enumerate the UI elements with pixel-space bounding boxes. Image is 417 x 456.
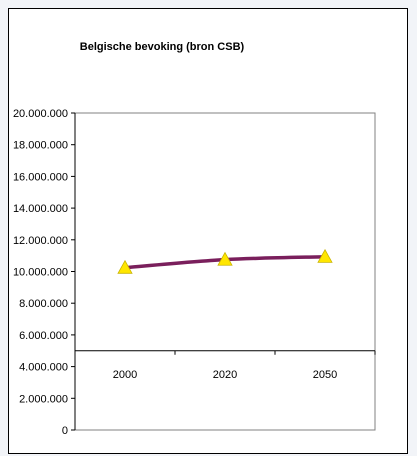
y-tick-label: 18.000.000 — [13, 140, 68, 152]
y-tick-label: 12.000.000 — [13, 235, 68, 247]
y-tick-label: 10.000.000 — [13, 267, 68, 279]
y-tick-label: 0 — [62, 425, 68, 437]
x-tick-label: 2050 — [313, 369, 337, 381]
y-axis: 0 2.000.000 4.000.000 6.000.000 8.000.000 10.… — [13, 108, 76, 437]
x-axis: 2000 2020 2050 — [74, 350, 376, 381]
y-tick-label: 20.000.000 — [13, 108, 68, 120]
y-tick-label: 4.000.000 — [19, 362, 68, 374]
data-point-marker — [317, 248, 333, 263]
y-tick-label: 16.000.000 — [13, 171, 68, 183]
y-tick-label: 8.000.000 — [19, 298, 68, 310]
series-group — [117, 248, 333, 274]
x-tick-label: 2000 — [113, 369, 137, 381]
data-point-marker — [117, 259, 133, 274]
y-tick-label: 14.000.000 — [13, 203, 68, 215]
chart-title: Belgische bevoking (bron CSB) — [80, 41, 245, 53]
data-point-marker — [217, 251, 233, 266]
y-tick-label: 6.000.000 — [19, 330, 68, 342]
x-tick-label: 2020 — [213, 369, 237, 381]
y-tick-label: 2.000.000 — [19, 393, 68, 405]
